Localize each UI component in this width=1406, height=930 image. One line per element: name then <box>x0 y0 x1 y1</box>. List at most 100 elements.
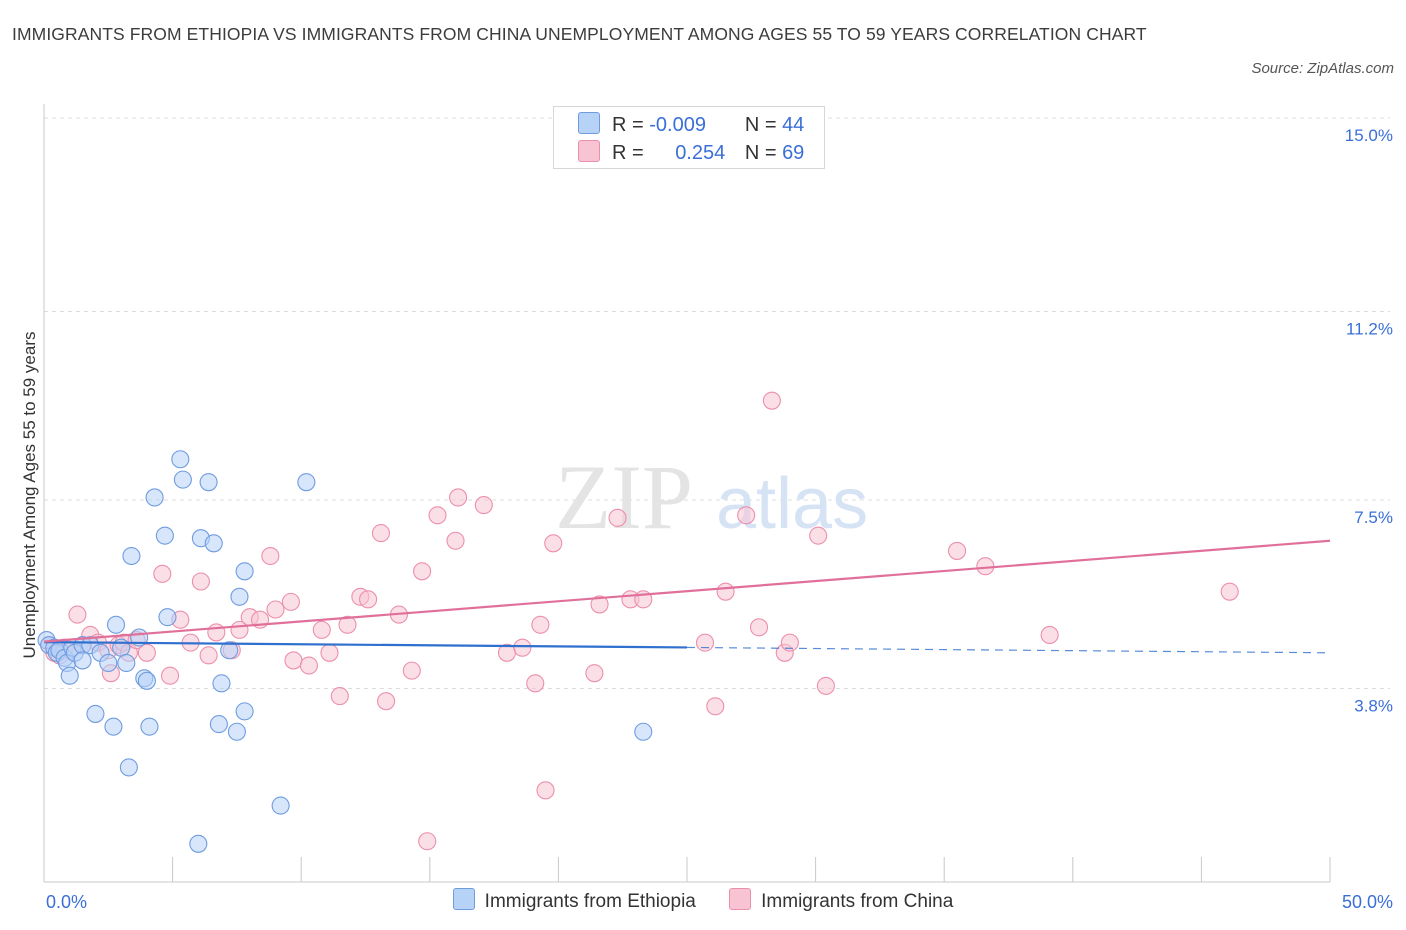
ethiopia-point-29 <box>171 450 190 469</box>
ethiopia-trend-extension <box>686 646 1331 654</box>
ethiopia-point-31 <box>189 834 208 853</box>
china-point-35 <box>338 615 357 634</box>
ethiopia-point-41 <box>235 562 254 581</box>
china-point-69 <box>948 541 967 560</box>
ethiopia-point-26 <box>145 488 164 507</box>
legend-row-china: R = 0.254 N = 69 <box>578 140 804 166</box>
china-point-63 <box>749 618 769 637</box>
series-legend: Immigrants from Ethiopia Immigrants from… <box>0 888 1406 913</box>
china-point-46 <box>449 488 468 507</box>
china-points <box>40 391 1239 851</box>
y-tick-label-1: 7.5% <box>1354 508 1393 527</box>
ethiopia-point-33 <box>199 473 218 492</box>
ethiopia-point-43 <box>297 473 316 492</box>
china-point-50 <box>526 674 545 693</box>
china-n-value: 69 <box>782 142 805 164</box>
ethiopia-trend-line <box>43 641 688 649</box>
ethiopia-point-19 <box>117 653 136 673</box>
china-point-45 <box>446 531 465 550</box>
ethiopia-point-11 <box>73 651 92 670</box>
china-point-16 <box>153 564 172 583</box>
ethiopia-point-37 <box>220 641 239 660</box>
china-point-60 <box>706 697 725 716</box>
china-point-15 <box>137 643 156 662</box>
ethiopia-point-15 <box>99 653 118 673</box>
china-point-22 <box>207 623 226 642</box>
ethiopia-point-35 <box>209 715 228 734</box>
source-label: Source: ZipAtlas.com <box>1251 60 1394 77</box>
axes <box>43 104 1331 883</box>
legend-row-ethiopia: R = -0.009 N = 44 <box>578 112 804 138</box>
legend-item-ethiopia: Immigrants from Ethiopia <box>452 888 696 913</box>
china-point-37 <box>359 590 378 609</box>
ethiopia-n-value: 44 <box>782 114 805 136</box>
ethiopia-point-38 <box>227 722 246 741</box>
ethiopia-point-30 <box>173 470 192 489</box>
china-point-21 <box>199 646 218 665</box>
china-point-29 <box>281 592 300 611</box>
china-point-64 <box>762 391 781 410</box>
china-swatch <box>578 140 600 162</box>
ethiopia-legend-label: Immigrants from Ethiopia <box>484 891 696 912</box>
ethiopia-point-28 <box>158 608 177 627</box>
ethiopia-point-40 <box>235 702 254 721</box>
china-point-51 <box>531 615 550 634</box>
y-tick-label-0: 3.8% <box>1354 696 1393 715</box>
ethiopia-point-13 <box>86 704 105 723</box>
x-tick-label-0: 0.0% <box>46 892 87 912</box>
y-tick-label-2: 11.2% <box>1346 320 1393 339</box>
ethiopia-point-34 <box>204 534 223 553</box>
ethiopia-point-25 <box>140 717 159 736</box>
china-point-67 <box>809 526 828 545</box>
x-tick-label-1: 50.0% <box>1342 892 1393 912</box>
ethiopia-legend-swatch <box>452 888 475 910</box>
china-point-54 <box>585 664 604 683</box>
china-point-56 <box>608 508 627 527</box>
china-point-49 <box>513 638 532 657</box>
china-point-39 <box>377 692 396 711</box>
stats-legend: R = -0.009 N = 44 R = 0.254 N = 69 <box>553 106 825 169</box>
ethiopia-point-36 <box>212 674 231 693</box>
grid-lines <box>44 117 1390 689</box>
china-point-59 <box>695 633 715 652</box>
chart-title: IMMIGRANTS FROM ETHIOPIA VS IMMIGRANTS F… <box>12 24 1147 44</box>
ethiopia-point-21 <box>122 546 141 566</box>
legend-item-china: Immigrants from China <box>729 888 953 913</box>
ethiopia-point-42 <box>271 796 290 815</box>
china-point-68 <box>816 676 835 695</box>
ethiopia-r-label: R = <box>612 114 644 136</box>
ethiopia-point-16 <box>104 717 123 736</box>
watermark-zip: ZIP <box>555 446 693 548</box>
china-point-32 <box>312 620 331 639</box>
china-r-value: 0.254 <box>675 142 726 164</box>
ethiopia-point-39 <box>230 587 249 606</box>
china-n-label: N = <box>744 142 777 164</box>
china-point-33 <box>320 643 339 662</box>
china-r-label: R = <box>612 142 644 164</box>
china-point-31 <box>299 656 318 675</box>
china-point-52 <box>536 781 555 800</box>
china-point-71 <box>1040 625 1059 645</box>
china-point-43 <box>418 832 437 851</box>
ethiopia-point-7 <box>60 666 79 685</box>
china-point-20 <box>191 572 210 591</box>
china-point-61 <box>716 582 735 601</box>
watermark-atlas: atlas <box>716 464 868 544</box>
china-point-53 <box>544 534 563 553</box>
china-point-5 <box>68 605 87 624</box>
china-point-34 <box>330 687 349 706</box>
china-point-41 <box>402 661 421 680</box>
ethiopia-point-17 <box>106 615 126 634</box>
ethiopia-point-44 <box>634 722 653 741</box>
china-point-66 <box>780 633 799 652</box>
ethiopia-point-27 <box>155 526 174 545</box>
tick-labels: 3.8% 7.5% 11.2% 15.0% 0.0% 50.0% <box>46 126 1393 912</box>
trend-lines <box>43 539 1331 654</box>
china-point-62 <box>737 506 756 525</box>
ethiopia-point-24 <box>137 671 156 690</box>
china-point-42 <box>413 562 432 581</box>
ethiopia-n-label: N = <box>744 114 777 136</box>
china-legend-label: Immigrants from China <box>761 891 954 912</box>
ethiopia-r-value: -0.009 <box>649 114 706 136</box>
